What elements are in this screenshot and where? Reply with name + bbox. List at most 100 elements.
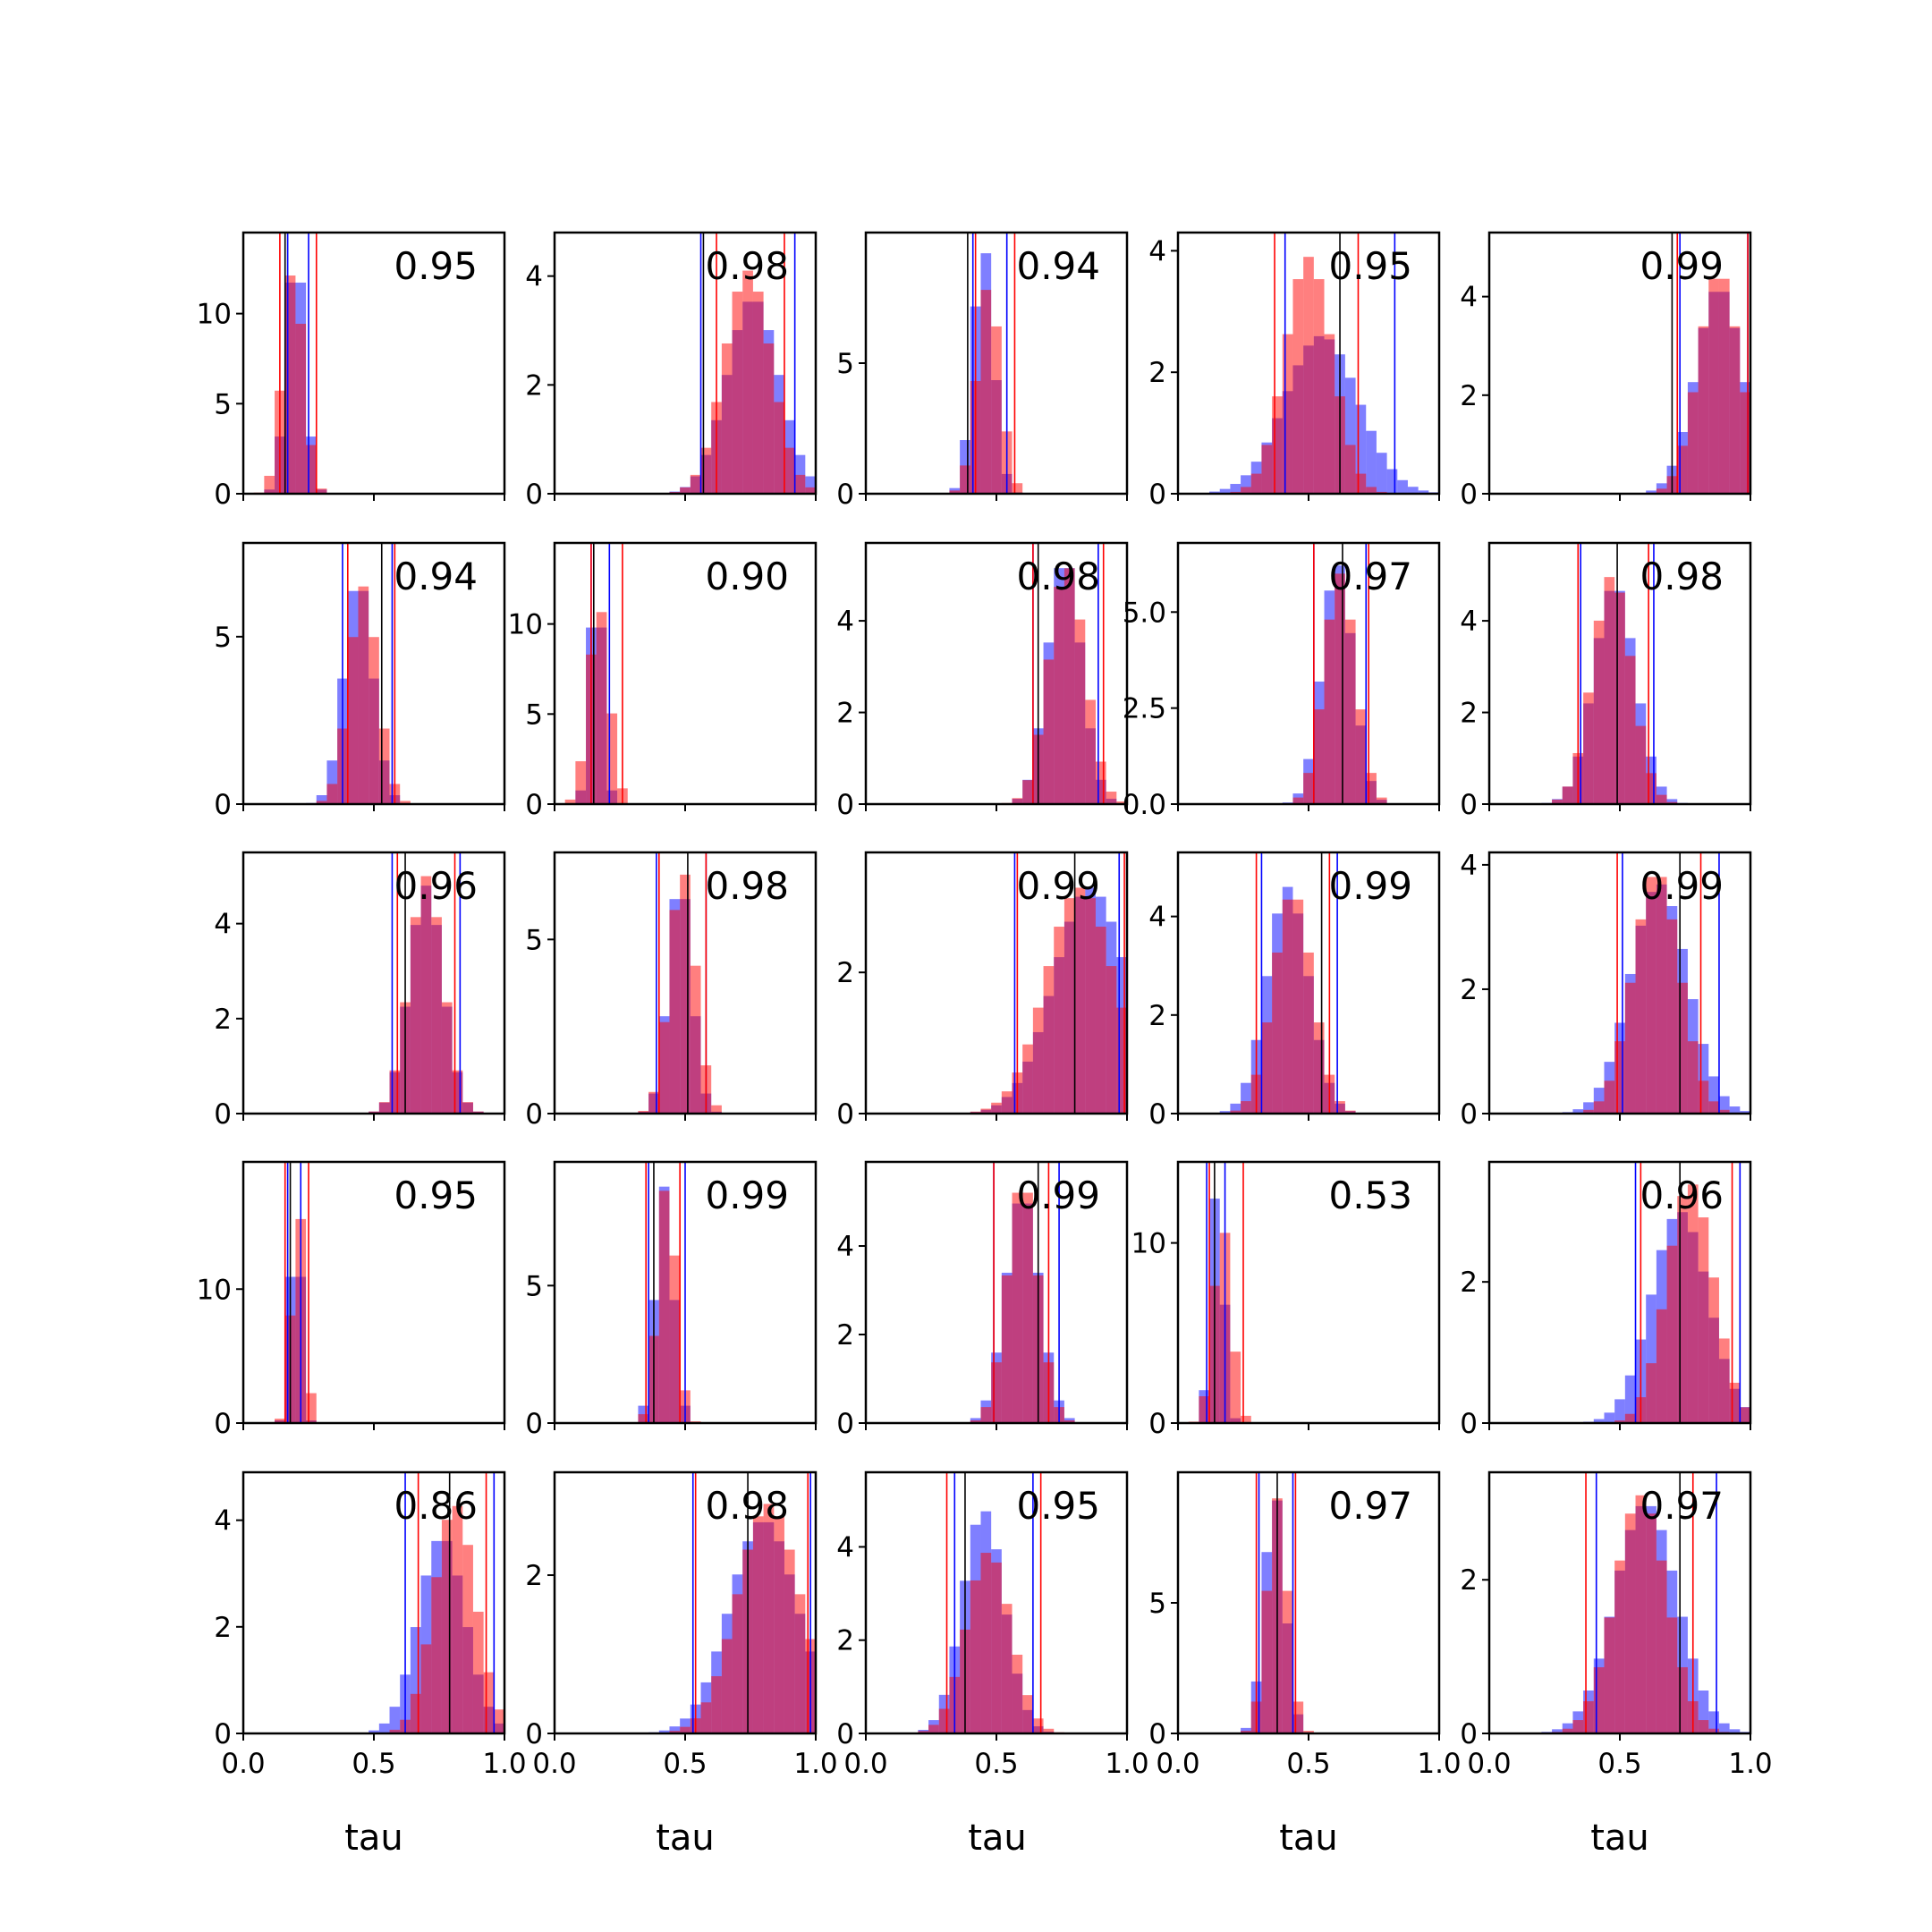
red-hist-bar: [1656, 877, 1667, 1114]
blue-hist-bar: [1593, 1419, 1605, 1423]
red-hist-bar: [1282, 1590, 1293, 1733]
red-hist-bar: [1001, 1275, 1013, 1423]
red-hist-bar: [805, 487, 816, 494]
red-hist-bar: [1001, 1091, 1013, 1114]
red-hist-bar: [1646, 1363, 1657, 1423]
blue-hist-bar: [1230, 484, 1241, 494]
red-hist-bar: [690, 474, 701, 494]
y-tick-label: 0: [525, 1098, 543, 1131]
red-hist-bar: [1292, 1701, 1304, 1733]
red-hist-bar: [606, 713, 618, 804]
red-hist-bar: [306, 445, 317, 494]
red-hist-bar: [960, 465, 970, 494]
y-tick-label: 10: [1131, 1228, 1166, 1260]
red-hist-bar: [774, 1516, 784, 1733]
panel-correlation-label: 0.95: [394, 244, 478, 288]
red-hist-bar: [1241, 1731, 1251, 1733]
y-tick-label: 0: [1460, 789, 1478, 821]
red-hist-bar: [347, 637, 359, 804]
red-hist-bar: [991, 326, 1002, 494]
blue-hist-bar: [1355, 404, 1367, 494]
x-tick-label: 0.5: [1597, 1748, 1641, 1780]
xlabel-col-5: tau: [1590, 1818, 1649, 1859]
red-hist-bar: [763, 343, 775, 494]
red-hist-bar: [1001, 1604, 1013, 1733]
blue-hist-bar: [1614, 1399, 1625, 1423]
red-hist-bar: [1614, 1560, 1625, 1733]
red-hist-bar: [1313, 1022, 1325, 1114]
red-hist-bar: [991, 1362, 1002, 1423]
panel-1-5: 0 2 4 0.99: [1460, 231, 1752, 511]
panel-2-3: 0 2 4 0.98: [836, 541, 1129, 821]
red-hist-bar: [669, 1731, 681, 1733]
y-tick-label: 0: [836, 1718, 854, 1750]
y-tick-label: 4: [836, 1531, 854, 1563]
plot-area: [369, 1472, 504, 1733]
plot-area: [564, 543, 628, 804]
blue-hist-bar: [1729, 1729, 1741, 1733]
blue-hist-bar: [669, 1726, 681, 1733]
panel-correlation-label: 0.98: [705, 244, 789, 288]
red-hist-bar: [1230, 1110, 1241, 1114]
panel-4-2: 050.99: [525, 1160, 818, 1440]
red-hist-bar: [1677, 1666, 1688, 1733]
plot-area: [1562, 852, 1750, 1114]
y-tick-label: 4: [1460, 850, 1478, 882]
y-tick-label: 2: [525, 1560, 543, 1592]
blue-hist-bar: [1219, 1111, 1231, 1114]
red-hist-bar: [400, 801, 411, 804]
red-hist-bar: [763, 1504, 775, 1733]
red-hist-bar: [1624, 1513, 1636, 1733]
y-tick-label: 2: [1460, 1267, 1478, 1299]
plot-area: [1282, 543, 1387, 804]
red-hist-bar: [1043, 659, 1055, 804]
blue-hist-bar: [410, 1627, 421, 1733]
plot-area: [306, 543, 411, 804]
panel-correlation-label: 0.99: [1640, 244, 1724, 288]
blue-hist-bar: [326, 760, 338, 804]
red-hist-bar: [378, 728, 390, 804]
x-axis-labels: tau tau tau tau tau: [344, 1818, 1649, 1859]
blue-hist-bar: [1219, 488, 1231, 494]
blue-hist-bar: [1708, 1711, 1719, 1733]
panel-1-2: 0 2 4 0.98: [525, 231, 818, 511]
x-tick-label: 1.0: [1728, 1748, 1772, 1780]
red-hist-bar: [669, 910, 681, 1114]
x-tick-label: 0.0: [843, 1748, 887, 1780]
red-hist-bar: [711, 1105, 722, 1114]
blue-hist-bar: [1646, 1294, 1657, 1423]
panel-2-2: 0 5 10 0.90: [508, 541, 818, 821]
blue-hist-bar: [1666, 799, 1678, 804]
panel-correlation-label: 0.98: [1016, 555, 1100, 598]
red-hist-bar: [1335, 1101, 1345, 1114]
panel-correlation-label: 0.99: [1016, 864, 1100, 908]
y-tick-label: 2: [1460, 698, 1478, 730]
red-hist-bar: [410, 1693, 421, 1733]
red-hist-bar: [690, 965, 701, 1114]
plot-area: [638, 852, 722, 1114]
red-hist-bar: [1366, 487, 1377, 494]
red-hist-bar: [1106, 966, 1117, 1114]
red-hist-bar: [1095, 761, 1106, 804]
red-hist-bar: [1303, 1731, 1314, 1733]
y-tick-label: 2: [214, 1004, 232, 1036]
red-hist-bar: [1729, 326, 1741, 494]
red-hist-bar: [1261, 1590, 1273, 1733]
red-hist-bar: [1344, 445, 1356, 494]
panel-correlation-label: 0.98: [705, 1484, 789, 1528]
y-tick-label: 0: [525, 479, 543, 511]
red-hist-bar: [1303, 952, 1314, 1114]
red-hist-bar: [638, 1414, 649, 1423]
red-hist-bar: [680, 874, 691, 1114]
y-tick-label: 4: [1148, 902, 1166, 934]
y-tick-label: 0: [1460, 479, 1478, 511]
red-hist-bar: [316, 801, 327, 804]
panel-correlation-label: 0.99: [705, 1174, 789, 1217]
red-hist-bar: [1604, 1617, 1615, 1733]
red-hist-bar: [1241, 487, 1251, 494]
blue-hist-bar: [1604, 1412, 1615, 1423]
red-hist-bar: [389, 1070, 401, 1114]
red-hist-bar: [1583, 1700, 1594, 1733]
y-tick-label: 0: [1148, 1098, 1166, 1131]
red-hist-bar: [784, 1549, 795, 1733]
